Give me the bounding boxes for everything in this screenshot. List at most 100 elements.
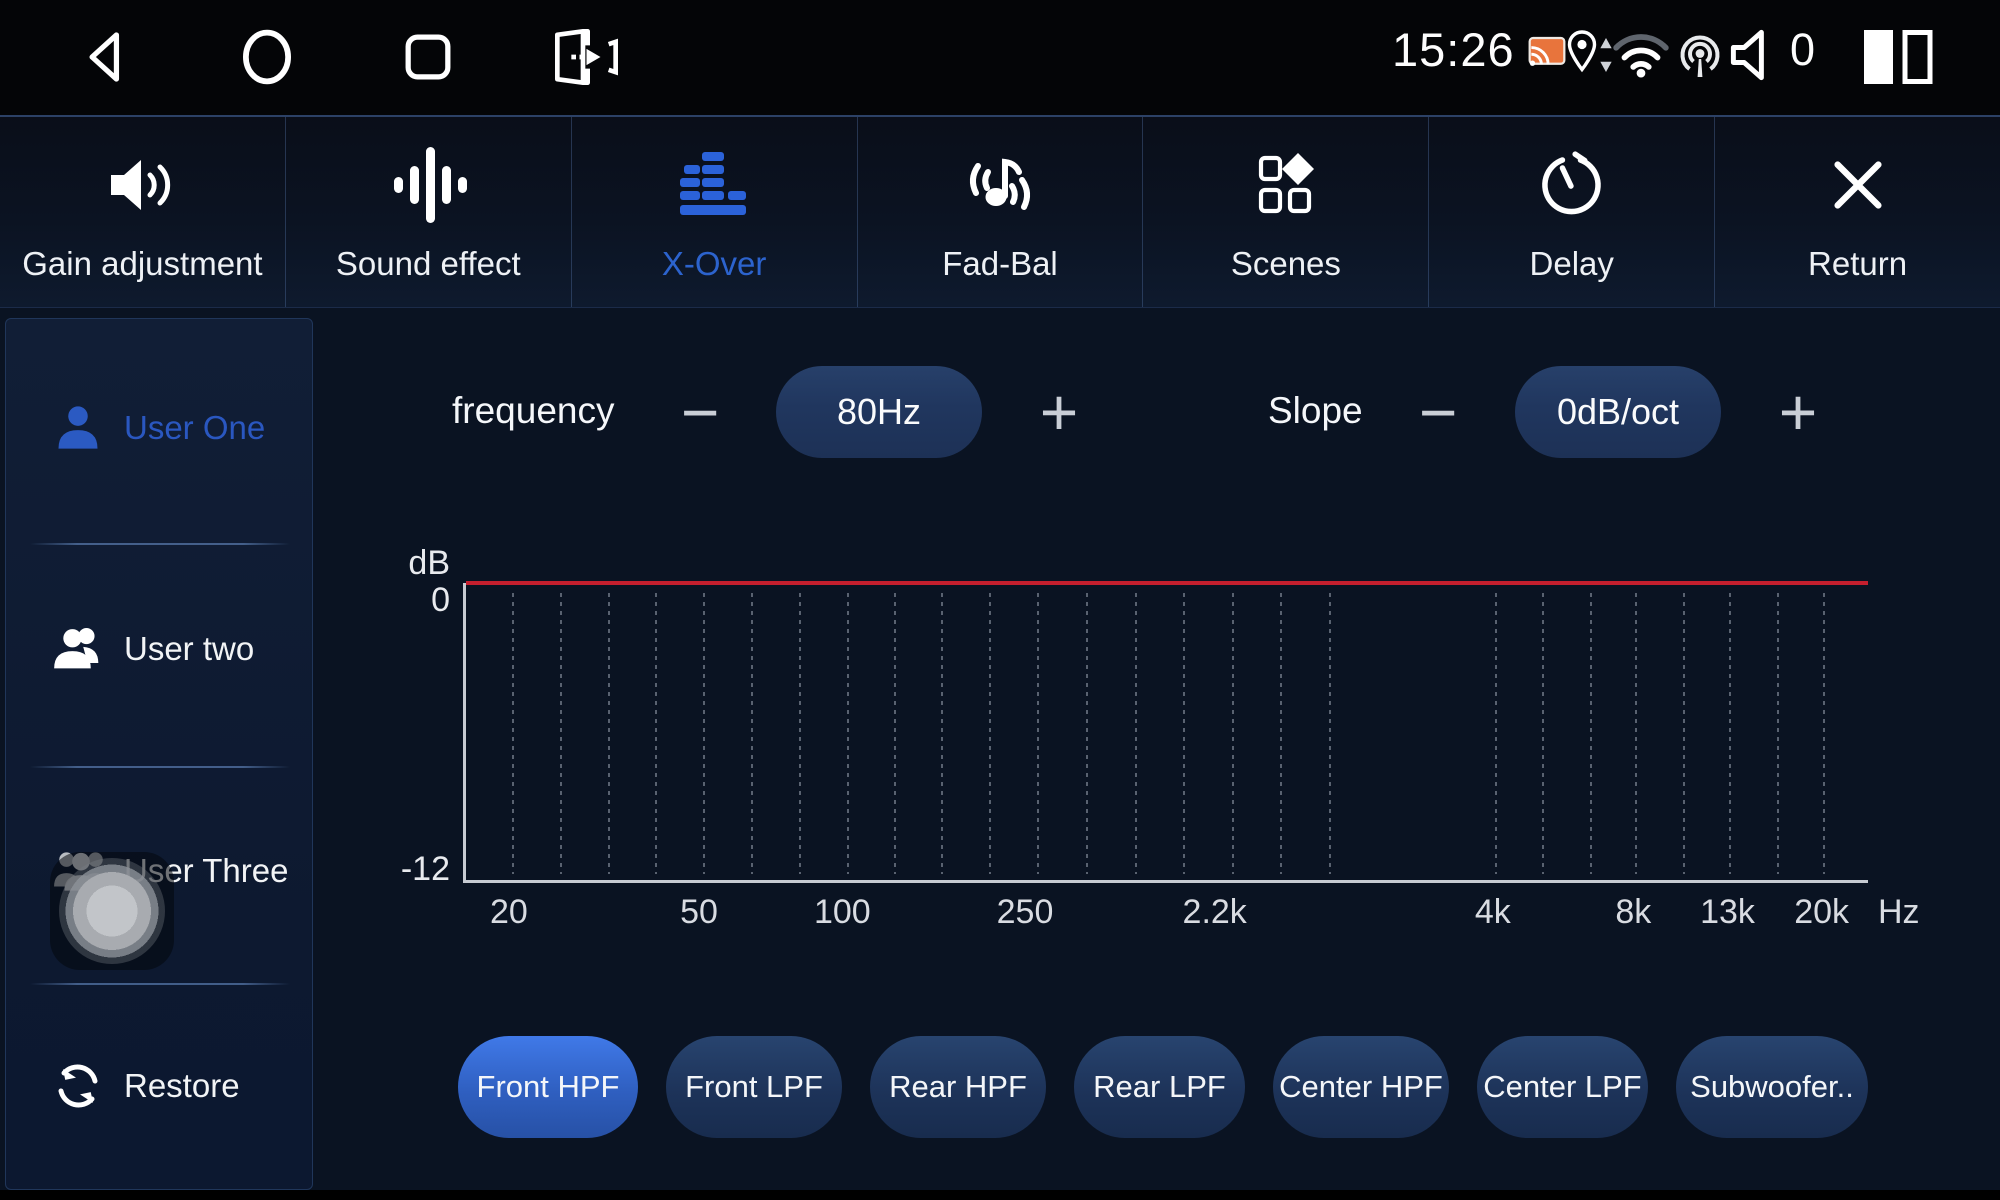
frequency-value[interactable]: 80Hz [776, 366, 982, 458]
chart-gridline [1729, 593, 1732, 874]
touch-pointer-circle [59, 858, 165, 964]
frequency-increase-button[interactable]: + [1039, 375, 1079, 449]
single-user-icon [58, 406, 98, 449]
filter-center-hpf[interactable]: Center HPF [1273, 1036, 1449, 1138]
wifi-icon [1613, 34, 1669, 78]
x-tick-label: 20k [1794, 893, 1850, 931]
x-tick-label: 50 [680, 893, 718, 931]
sidebar-item-restore[interactable]: Restore [6, 1026, 312, 1146]
chart-xticks: 20 50 100 250 2.2k 4k 8k 13k 20k [463, 893, 1868, 933]
chart-gridline [654, 593, 657, 874]
tab-gain-adjustment[interactable]: Gain adjustment [0, 117, 286, 307]
x-axis-unit: Hz [1878, 893, 1920, 931]
chart-gridline [703, 593, 706, 874]
speaker-icon [111, 160, 171, 210]
status-bar: 15:26 0 [0, 0, 2000, 115]
waveform-bars-icon [394, 147, 468, 223]
exit-app-icon[interactable] [548, 26, 618, 88]
frequency-response-chart [463, 581, 1868, 883]
filter-rear-lpf[interactable]: Rear LPF [1074, 1036, 1245, 1138]
chart-gridline [1232, 593, 1235, 874]
x-tick-label: 8k [1615, 893, 1652, 931]
y-tick-neg12: -12 [400, 850, 450, 888]
updown-arrows-icon [1600, 38, 1612, 72]
response-curve-0db [466, 581, 1868, 585]
close-x-icon [1834, 161, 1882, 209]
x-tick-label: 2.2k [1182, 893, 1247, 931]
cast-icon [1528, 36, 1566, 66]
x-tick-label: 100 [813, 893, 871, 931]
tab-label: Fad-Bal [942, 245, 1058, 282]
sidebar-divider [30, 983, 290, 985]
recents-icon[interactable] [400, 29, 456, 85]
chart-gridline [1036, 593, 1039, 874]
chart-gridline [1134, 593, 1137, 874]
x-tick-label: 20 [490, 893, 528, 931]
volume-icon [1730, 29, 1764, 81]
chart-gridline [1777, 593, 1780, 874]
frequency-label: frequency [452, 390, 615, 431]
tab-fad-bal[interactable]: Fad-Bal [858, 117, 1144, 307]
x-tick-label: 13k [1700, 893, 1755, 931]
clock: 15:26 [1392, 23, 1515, 76]
location-icon [1567, 30, 1597, 73]
y-tick-0: 0 [431, 581, 450, 619]
chart-gridline [988, 593, 991, 874]
back-icon[interactable] [78, 28, 134, 86]
two-users-icon [54, 628, 99, 669]
channel-filter-buttons: Front HPF Front LPF Rear HPF Rear LPF Ce… [458, 1036, 1868, 1138]
equalizer-icon [680, 152, 747, 215]
tab-delay[interactable]: Delay [1429, 117, 1716, 307]
hotspot-icon [1680, 35, 1720, 77]
slope-increase-button[interactable]: + [1778, 375, 1818, 449]
home-icon[interactable] [236, 25, 298, 89]
frequency-decrease-button[interactable]: − [680, 375, 720, 449]
bottom-black-strip [0, 1190, 2000, 1200]
chart-gridline [799, 593, 802, 874]
sidebar-item-user-one[interactable]: User One [6, 368, 312, 488]
x-tick-label: 250 [996, 893, 1054, 931]
sidebar-divider [30, 766, 290, 768]
tab-label: Return [1808, 245, 1908, 282]
tab-label: Gain adjustment [22, 245, 263, 282]
chart-gridline [1541, 593, 1544, 874]
filter-center-lpf[interactable]: Center LPF [1477, 1036, 1648, 1138]
tab-x-over[interactable]: X-Over [572, 117, 858, 307]
x-tick-label: 4k [1474, 893, 1511, 931]
tab-label: Sound effect [335, 245, 521, 282]
filter-rear-hpf[interactable]: Rear HPF [870, 1036, 1046, 1138]
filter-front-lpf[interactable]: Front LPF [666, 1036, 842, 1138]
sidebar-item-user-two[interactable]: User two [6, 589, 312, 709]
volume-level: 0 [1790, 24, 1816, 75]
audio-settings-tab-bar: Gain adjustment Sound effect X-Over Fad-… [0, 115, 2000, 308]
sidebar-divider [30, 543, 290, 545]
chart-gridline [511, 593, 514, 874]
music-note-waves-icon [970, 158, 1030, 210]
tab-label: X-Over [661, 245, 767, 282]
grid-diamond-icon [1258, 153, 1314, 214]
chart-gridline [559, 593, 562, 874]
chart-gridline [1183, 593, 1186, 874]
sidebar-item-label: User two [124, 630, 255, 667]
touch-pointer-indicator [50, 852, 174, 970]
slope-value[interactable]: 0dB/oct [1515, 366, 1721, 458]
restore-icon [58, 1064, 98, 1108]
tab-return[interactable]: Return [1715, 117, 2000, 307]
tab-label: Delay [1529, 245, 1614, 282]
chart-gridline [1683, 593, 1686, 874]
chart-gridline [1280, 593, 1283, 874]
chart-gridline [1085, 593, 1088, 874]
tab-sound-effect[interactable]: Sound effect [286, 117, 572, 307]
slope-decrease-button[interactable]: − [1418, 375, 1458, 449]
chart-gridline [940, 593, 943, 874]
filter-subwoofer[interactable]: Subwoofer.. [1676, 1036, 1868, 1138]
chart-gridline [1329, 593, 1332, 874]
tab-label: Scenes [1230, 245, 1341, 282]
filter-front-hpf[interactable]: Front HPF [458, 1036, 638, 1138]
chart-gridline [1494, 593, 1497, 874]
split-screen-icon [1864, 30, 1933, 84]
chart-gridline [1823, 593, 1826, 874]
tab-scenes[interactable]: Scenes [1143, 117, 1430, 307]
chart-gridline [607, 593, 610, 874]
